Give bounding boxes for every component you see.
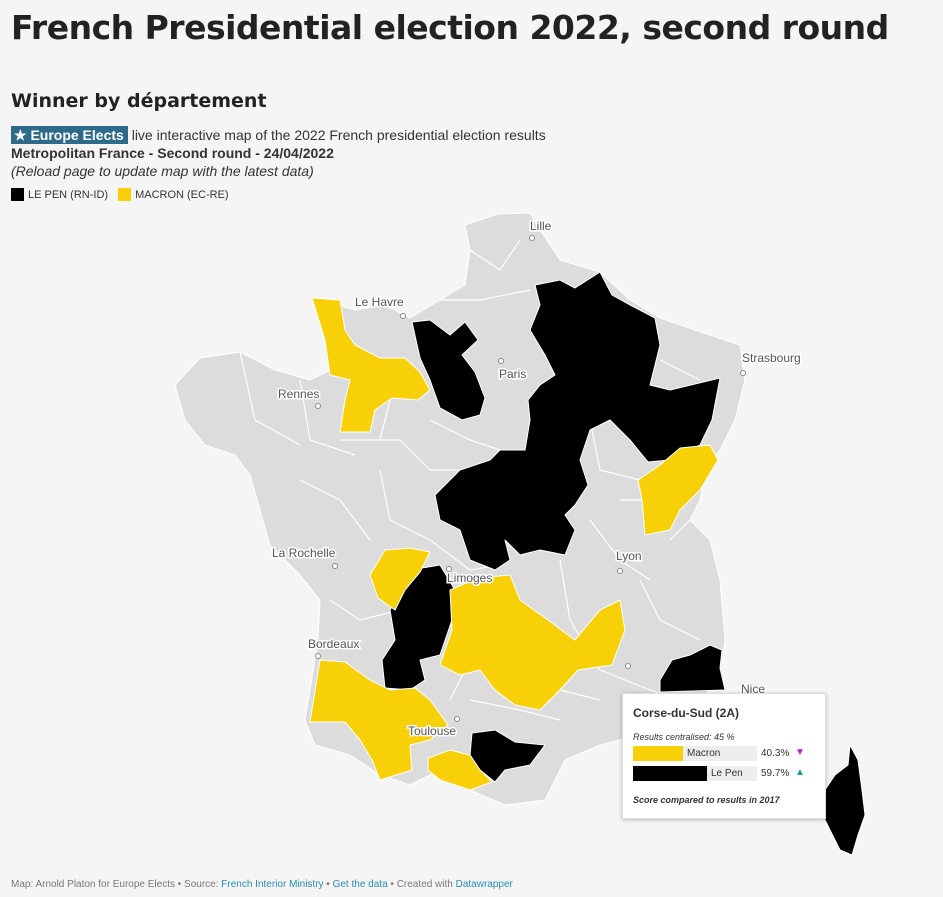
legend-item-macron: MACRON (EC-RE) [118, 188, 229, 201]
france-map[interactable]: Lille Le Havre Paris Strasbourg Rennes L… [0, 0, 943, 870]
city-label-la-rochelle: La Rochelle [272, 546, 336, 560]
tooltip-value-macron: 40.3% [761, 748, 790, 759]
city-label-lille: Lille [530, 219, 552, 233]
tooltip-label-macron: Macron [687, 748, 721, 759]
footer-data-link[interactable]: Get the data [332, 879, 388, 890]
city-label-toulouse: Toulouse [408, 724, 456, 738]
tooltip-row-macron: Macron 40.3% ▼ [633, 746, 818, 761]
department-borders [239, 239, 701, 721]
footer-tool-link[interactable]: Datawrapper [455, 879, 513, 890]
dept-macron-doubs-jura[interactable] [637, 444, 719, 536]
tooltip-bar-macron [633, 746, 683, 761]
legend-item-lepen: LE PEN (RN-ID) [11, 188, 108, 201]
footer-source-link[interactable]: French Interior Ministry [221, 879, 324, 890]
dept-lepen-corsica[interactable] [819, 744, 866, 856]
city-label-strasbourg: Strasbourg [742, 351, 801, 365]
city-label-limoges: Limoges [447, 571, 492, 585]
dept-macron-ariege-pyr[interactable] [427, 749, 493, 791]
dept-macron-limousin-central[interactable] [439, 574, 626, 711]
tooltip-row-lepen: Le Pen 59.7% ▲ [633, 766, 818, 781]
city-label-paris: Paris [499, 367, 526, 381]
legend-label-lepen: LE PEN (RN-ID) [28, 188, 109, 201]
description-line2: Metropolitan France - Second round - 24/… [11, 145, 334, 161]
city-label-le-havre: Le Havre [355, 295, 404, 309]
tooltip-results-line: Results centralised: 45 % [633, 732, 735, 742]
dept-lepen-normandy-east[interactable] [411, 319, 486, 421]
europe-elects-badge[interactable]: ★ Europe Elects [11, 126, 128, 144]
tooltip-label-lepen: Le Pen [711, 768, 743, 779]
tooltip-value-lepen: 59.7% [761, 768, 790, 779]
city-label-rennes: Rennes [278, 387, 319, 401]
tooltip-arrow-down-icon: ▼ [795, 747, 805, 758]
footer: Map: Arnold Platon for Europe Elects • S… [11, 879, 513, 890]
page-title: French Presidential election 2022, secon… [11, 8, 889, 47]
description-text: live interactive map of the 2022 French … [127, 127, 546, 143]
city-label-bordeaux: Bordeaux [308, 637, 359, 651]
tooltip-arrow-up-icon: ▲ [795, 767, 805, 778]
legend-swatch-lepen [11, 188, 24, 201]
page-subtitle: Winner by département [11, 90, 267, 112]
footer-sep2: • Created with [387, 879, 456, 890]
hover-tooltip: Corse-du-Sud (2A) Results centralised: 4… [622, 693, 826, 819]
dept-lepen-nord-east[interactable] [434, 271, 721, 571]
legend-label-macron: MACRON (EC-RE) [135, 188, 229, 201]
dept-macron-landes-gers[interactable] [309, 659, 449, 781]
description: ★ Europe Elects live interactive map of … [11, 126, 546, 180]
dept-macron-manche-calvados[interactable] [311, 297, 431, 433]
description-line3: (Reload page to update map with the late… [11, 163, 314, 179]
tooltip-footnote: Score compared to results in 2017 [633, 795, 780, 805]
tooltip-title: Corse-du-Sud (2A) [633, 706, 739, 720]
tooltip-bar-lepen [633, 766, 707, 781]
dept-lepen-var-alpes[interactable] [659, 644, 726, 693]
footer-sep1: • [323, 879, 333, 890]
footer-prefix: Map: Arnold Platon for Europe Elects • S… [11, 879, 222, 890]
city-label-lyon: Lyon [616, 549, 642, 563]
dept-macron-vienne[interactable] [369, 547, 431, 611]
legend-swatch-macron [118, 188, 132, 201]
legend: LE PEN (RN-ID) MACRON (EC-RE) [11, 188, 239, 201]
